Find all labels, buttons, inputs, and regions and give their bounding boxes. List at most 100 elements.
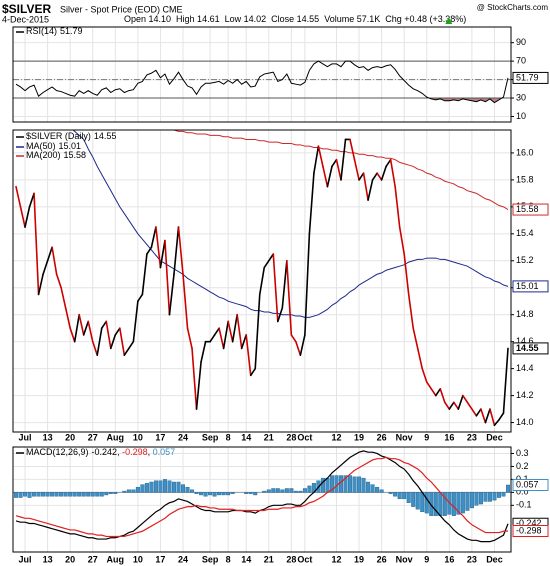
- histogram-bar: [208, 492, 213, 496]
- value-box-label: 15.01: [516, 281, 539, 291]
- x-tick-label: 21: [264, 432, 274, 442]
- x-tick-label: Nov: [396, 554, 413, 564]
- price-segment: [60, 286, 67, 309]
- histogram-bar: [420, 492, 425, 513]
- x-tick-label: 12: [331, 432, 341, 442]
- y-tick-label: 90: [516, 37, 526, 47]
- histogram-bar: [375, 486, 380, 493]
- legend-value: 15.01: [59, 141, 82, 151]
- histogram-bar: [167, 480, 172, 493]
- watermark: @ StockCharts.com: [477, 3, 549, 12]
- price-segment: [493, 419, 500, 427]
- histogram-bar: [113, 492, 118, 494]
- x-tick-label: Jul: [19, 432, 32, 442]
- price-segment: [64, 307, 71, 329]
- value-box-label: 15.58: [516, 204, 539, 214]
- histogram-bar: [393, 492, 398, 497]
- panel-border: [12, 26, 512, 123]
- histogram-bar: [320, 477, 325, 493]
- legend-name: MACD(12,26,9): [26, 447, 89, 457]
- price-segment: [51, 246, 58, 276]
- legend-value: 15.58: [64, 150, 87, 160]
- legend-name: RSI(14): [26, 26, 57, 36]
- price-segment: [82, 320, 90, 336]
- value-box: [512, 71, 549, 84]
- price-segment: [295, 340, 302, 356]
- price-segment: [155, 226, 162, 269]
- price-segment: [141, 253, 148, 296]
- legend-name: $SILVER (Daily): [26, 131, 91, 141]
- histogram-bar: [41, 492, 46, 497]
- price-segment: [240, 334, 248, 350]
- price-segment: [304, 233, 311, 336]
- price-segment: [182, 273, 189, 329]
- x-tick-label: 21: [264, 554, 274, 564]
- histogram-bar: [104, 492, 109, 496]
- price-segment: [394, 185, 401, 228]
- price-segment: [150, 226, 157, 249]
- x-tick-label: 13: [43, 432, 53, 442]
- histogram-bar: [108, 492, 113, 494]
- x-tick-label: 26: [377, 554, 387, 564]
- price-segment: [380, 165, 387, 181]
- y-tick-label: 14.0: [516, 417, 534, 427]
- price-segment: [24, 206, 31, 228]
- histogram-bar: [68, 492, 73, 497]
- macd-line: [15, 456, 509, 538]
- ma-line: [72, 130, 509, 318]
- price-segment: [191, 347, 198, 410]
- x-tick-label: 14: [241, 554, 251, 564]
- x-tick-label: Oct: [297, 554, 312, 564]
- price-segment: [331, 158, 338, 168]
- price-segment: [69, 327, 76, 343]
- histogram-bar: [131, 489, 136, 493]
- legend-separator: ,: [148, 447, 153, 457]
- histogram-bar: [32, 492, 37, 497]
- histogram-bar: [433, 492, 438, 516]
- quote-item: Close 14.55: [271, 14, 319, 24]
- histogram-bar: [496, 492, 501, 498]
- price-segment: [313, 145, 320, 174]
- symbol: $SILVER: [2, 2, 51, 16]
- histogram-bar: [135, 486, 140, 493]
- x-tick-label: Jul: [19, 554, 32, 564]
- y-tick-label: 16.0: [516, 147, 534, 157]
- histogram-bar: [370, 484, 375, 493]
- histogram-bar: [63, 492, 68, 497]
- histogram-bar: [298, 490, 303, 493]
- histogram-bar: [86, 492, 91, 497]
- quote-item: High 14.61: [176, 14, 220, 24]
- histogram-bar: [284, 488, 289, 493]
- histogram-bar: [36, 492, 41, 497]
- price-segment: [498, 412, 505, 421]
- price-segment: [299, 334, 306, 356]
- histogram-bar: [194, 492, 199, 494]
- x-tick-label: 28: [286, 432, 296, 442]
- histogram-bar: [388, 492, 393, 494]
- y-tick-label: 14.2: [516, 390, 534, 400]
- histogram-bar: [50, 492, 55, 497]
- histogram-bar: [262, 490, 267, 493]
- price-segment: [416, 347, 424, 370]
- histogram-bar: [293, 490, 298, 493]
- legend-value: 14.55: [94, 131, 117, 141]
- value-box-label: 51.79: [516, 72, 539, 82]
- histogram-bar: [126, 489, 131, 493]
- price-segment: [502, 347, 509, 414]
- y-tick-label: 14.8: [516, 309, 534, 319]
- price-segment: [227, 320, 234, 343]
- histogram-bar: [221, 492, 226, 496]
- date: 4-Dec-2015: [2, 14, 49, 24]
- price-segment: [340, 138, 347, 181]
- x-tick-label: 20: [65, 554, 75, 564]
- histogram-bar: [343, 475, 348, 493]
- price-segment: [186, 327, 193, 350]
- x-tick-label: 27: [88, 554, 98, 564]
- price-segment: [114, 327, 121, 336]
- y-tick-label: 0.3: [516, 448, 529, 458]
- price-segment: [263, 259, 270, 269]
- price-segment: [128, 340, 135, 350]
- histogram-bar: [465, 492, 470, 511]
